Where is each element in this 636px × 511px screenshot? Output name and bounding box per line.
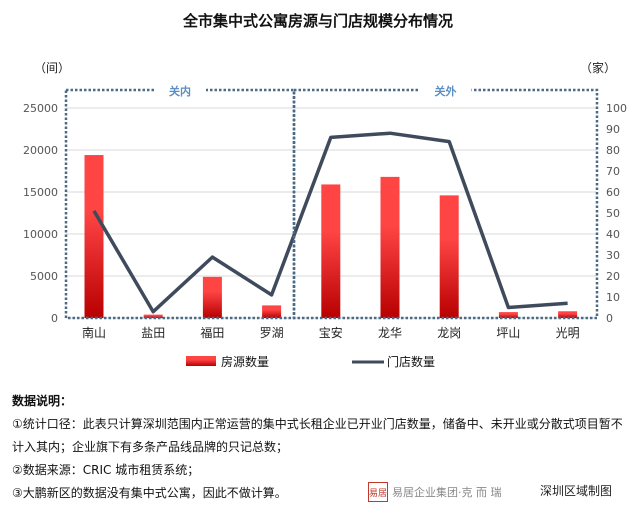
combo-chart: 关内 关外 0 5000 10000 15000 20000 25000 0 10 20 30 40 5… [23, 60, 627, 369]
bar-盐田 [143, 314, 163, 318]
bar-坪山 [498, 312, 518, 318]
right-axis-tick: 100 [606, 102, 627, 115]
right-axis-tick: 10 [606, 291, 620, 304]
left-axis-tick: 10000 [23, 228, 58, 241]
bar-龙岗 [439, 195, 459, 318]
legend: 房源数量 门店数量 [186, 354, 435, 369]
right-axis-tick: 60 [606, 186, 620, 199]
left-axis-tick: 5000 [30, 270, 58, 283]
bar-罗湖 [262, 305, 282, 318]
right-axis-tick: 30 [606, 249, 620, 262]
bar-宝安 [321, 184, 341, 318]
right-axis-tick: 0 [606, 312, 613, 325]
region-label: 关内 [169, 84, 191, 98]
left-axis-tick: 20000 [23, 144, 58, 157]
legend-bar-swatch [186, 356, 216, 366]
right-axis-tick: 90 [606, 123, 620, 136]
category-label: 罗湖 [260, 325, 284, 340]
left-axis-unit: （间） [34, 61, 70, 75]
left-axis-tick: 15000 [23, 186, 58, 199]
bar-光明 [558, 311, 578, 318]
category-label: 南山 [82, 325, 106, 340]
region-label: 关外 [435, 84, 457, 98]
right-axis-tick: 20 [606, 270, 620, 283]
right-axis-tick: 50 [606, 207, 620, 220]
category-label: 坪山 [496, 326, 520, 340]
left-axis-tick: 0 [51, 312, 58, 325]
note-item: ①统计口径：此表只计算深圳范围内正常运营的集中式长租企业已开业门店数量，储备中、… [12, 417, 623, 454]
region-label-bg [419, 82, 472, 100]
right-axis-tick: 80 [606, 144, 620, 157]
right-axis-tick: 40 [606, 228, 620, 241]
note-item: ②数据来源：CRIC 城市租赁系统； [12, 463, 200, 477]
region-label-bg [154, 82, 206, 100]
category-label: 龙华 [378, 326, 402, 340]
category-label: 福田 [200, 325, 224, 340]
chart-title: 全市集中式公寓房源与门店规模分布情况 [182, 12, 453, 30]
seal-icon: 易居 [368, 482, 388, 502]
credit-text: 深圳区域制图 [540, 484, 613, 498]
bar-龙华 [380, 176, 400, 318]
category-label: 盐田 [141, 326, 165, 340]
right-axis-tick: 70 [606, 165, 620, 178]
category-label: 宝安 [319, 325, 343, 340]
bar-福田 [202, 276, 222, 318]
note-item: ③大鹏新区的数据没有集中式公寓，因此不做计算。 [12, 486, 287, 500]
legend-bar-label: 房源数量 [221, 354, 269, 369]
data-notes: 数据说明： ①统计口径：此表只计算深圳范围内正常运营的集中式长租企业已开业门店数… [12, 390, 632, 505]
company-logo: 易居 易居企业集团·克 而 瑞 [368, 482, 502, 502]
right-axis-unit: （家） [580, 60, 616, 75]
legend-line-label: 门店数量 [387, 354, 435, 369]
notes-heading: 数据说明： [12, 394, 73, 408]
left-axis-tick: 25000 [23, 102, 58, 115]
category-label: 龙岗 [437, 326, 461, 340]
category-label: 光明 [556, 326, 580, 340]
bar-南山 [84, 155, 104, 318]
logo-text: 易居企业集团·克 而 瑞 [392, 486, 502, 499]
